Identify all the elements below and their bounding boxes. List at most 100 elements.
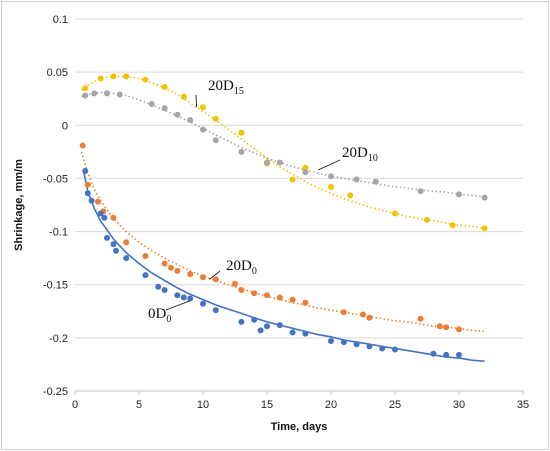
data-point	[257, 327, 264, 334]
data-point	[82, 85, 89, 92]
data-point	[238, 129, 245, 136]
data-point	[174, 111, 181, 118]
data-point	[200, 126, 206, 133]
series-20d0	[79, 142, 462, 333]
data-point	[238, 148, 245, 155]
annotation-subscript: 0	[166, 314, 171, 325]
gridlines	[75, 18, 523, 392]
annotation-leader	[165, 300, 191, 311]
x-tick-label: 20	[325, 399, 337, 411]
series-0d0	[82, 168, 462, 358]
data-point	[238, 318, 245, 325]
data-point	[212, 115, 219, 122]
data-point	[155, 283, 162, 290]
x-axis-title: Time, days	[271, 421, 328, 433]
data-point	[392, 210, 398, 217]
y-tick-label: -0.15	[43, 280, 68, 292]
data-point	[200, 104, 206, 111]
annotation-base: 20D	[208, 78, 234, 94]
data-point	[200, 274, 206, 281]
data-point	[436, 323, 443, 330]
data-point	[264, 159, 270, 166]
data-point	[104, 234, 110, 241]
data-point	[212, 137, 219, 144]
annotation-leader	[209, 270, 221, 280]
data-point	[180, 93, 187, 100]
data-point	[417, 188, 424, 195]
annotation-base: 20D	[226, 258, 252, 274]
data-point	[168, 264, 174, 271]
y-tick-label: -0.25	[43, 386, 68, 398]
data-point	[340, 309, 347, 316]
data-point	[372, 178, 379, 185]
data-point	[161, 287, 168, 293]
data-point	[82, 168, 89, 174]
data-point	[289, 296, 296, 303]
annotation-label: 20D10	[342, 145, 378, 164]
annotation-subscript: 10	[368, 153, 378, 164]
data-point	[417, 315, 424, 322]
annotation-base: 20D	[342, 145, 368, 161]
data-point	[353, 341, 360, 348]
data-point	[289, 176, 296, 183]
data-point	[91, 90, 98, 97]
annotation-label: 20D0	[226, 258, 257, 277]
x-tick-label: 15	[261, 399, 273, 411]
data-point	[97, 75, 104, 82]
data-point	[148, 101, 155, 107]
y-tick-label: 0.1	[53, 14, 68, 26]
data-point	[302, 164, 309, 171]
x-tick-label: 25	[389, 399, 401, 411]
data-point	[110, 73, 117, 80]
data-point	[212, 276, 219, 283]
data-point	[424, 216, 430, 223]
data-point	[97, 210, 104, 217]
data-point	[142, 272, 149, 279]
data-point	[276, 159, 283, 166]
data-point	[142, 76, 149, 83]
data-point	[101, 214, 108, 221]
data-point	[251, 316, 258, 323]
trendline-0d0	[83, 172, 485, 362]
annotation-label: 20D15	[208, 78, 244, 97]
data-point	[161, 84, 168, 90]
data-point	[443, 351, 450, 358]
data-point	[302, 330, 309, 337]
x-tick-label: 5	[136, 399, 142, 411]
data-point	[123, 239, 130, 246]
data-point	[302, 169, 309, 176]
data-point	[360, 311, 366, 318]
y-tick-label: -0.05	[43, 173, 68, 185]
data-point	[180, 294, 187, 301]
data-point	[481, 225, 488, 232]
data-point	[95, 198, 101, 205]
data-point	[123, 73, 130, 80]
data-point	[366, 343, 373, 350]
data-point	[340, 339, 347, 346]
data-point	[289, 329, 296, 336]
data-point	[104, 90, 110, 97]
data-point	[328, 183, 334, 190]
y-tick-label: 0.05	[47, 67, 68, 79]
data-point	[212, 307, 219, 314]
annotation-subscript: 15	[234, 86, 244, 97]
data-point	[232, 280, 238, 287]
data-point	[276, 322, 283, 329]
trendline-20d0	[80, 151, 485, 333]
x-tick-label: 35	[517, 399, 529, 411]
x-tick-label: 0	[72, 399, 78, 411]
data-point	[161, 260, 168, 267]
y-tick-label: -0.1	[49, 227, 68, 239]
trendline-20d15	[80, 75, 485, 230]
x-tick-label: 30	[453, 399, 465, 411]
data-point	[328, 338, 334, 344]
series-20d10	[82, 90, 488, 201]
data-point	[187, 271, 194, 278]
data-point	[379, 345, 386, 352]
data-point	[264, 292, 270, 299]
data-point	[302, 299, 309, 306]
data-point	[110, 214, 117, 221]
data-point	[366, 314, 373, 321]
